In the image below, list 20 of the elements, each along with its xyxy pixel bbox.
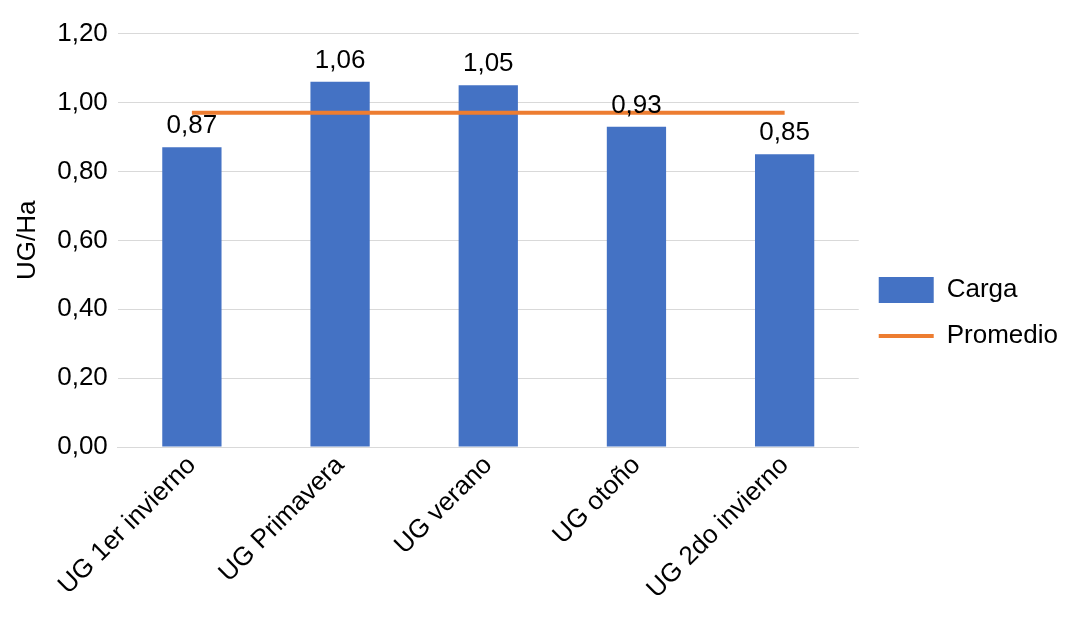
data-label: 0,87	[166, 109, 218, 140]
legend-label: Carga	[946, 273, 1019, 304]
y-tick-label: 0,00	[57, 430, 108, 461]
y-tick-label: 0,60	[57, 223, 108, 254]
y-tick-label: 0,40	[57, 292, 108, 323]
bar	[310, 81, 370, 447]
legend-label: Promedio	[946, 319, 1059, 350]
data-label: 1,05	[462, 47, 514, 78]
y-tick-label: 0,20	[57, 361, 108, 392]
data-label: 0,93	[611, 88, 662, 119]
data-label: 0,85	[759, 116, 810, 147]
data-label: 1,06	[314, 44, 366, 75]
bar	[162, 147, 222, 447]
y-tick-label: 1,00	[57, 85, 108, 116]
y-tick-label: 1,20	[57, 16, 108, 47]
bar	[606, 126, 667, 447]
y-tick-label: 0,80	[57, 154, 108, 185]
bar	[755, 154, 815, 447]
y-axis-title: UG/Ha	[10, 200, 41, 281]
bar	[458, 85, 518, 447]
